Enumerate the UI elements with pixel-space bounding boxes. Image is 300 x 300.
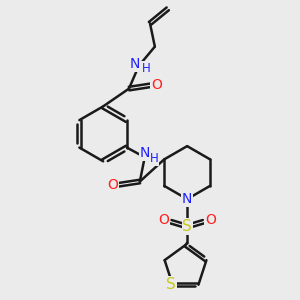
Text: S: S	[166, 277, 176, 292]
Text: H: H	[141, 62, 150, 75]
Text: N: N	[182, 192, 192, 206]
Text: S: S	[182, 219, 192, 234]
Text: N: N	[130, 57, 140, 71]
Text: O: O	[107, 178, 118, 192]
Text: O: O	[151, 78, 162, 92]
Text: N: N	[140, 146, 150, 161]
Text: H: H	[149, 152, 158, 165]
Text: O: O	[205, 213, 216, 227]
Text: O: O	[158, 213, 169, 227]
